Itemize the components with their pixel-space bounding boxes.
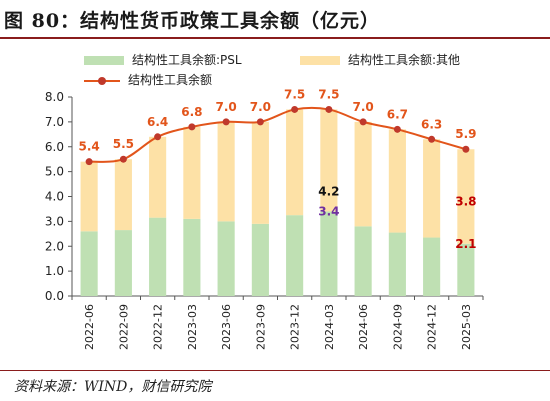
total-point	[428, 135, 436, 143]
legend-label-total: 结构性工具余额	[128, 73, 213, 87]
x-tick-label: 2024-03	[323, 304, 336, 350]
x-tick-label: 2024-09	[391, 304, 404, 350]
x-tick-label: 2023-06	[220, 304, 233, 350]
y-tick-label: 6.0	[45, 140, 64, 154]
total-data-label: 5.9	[455, 127, 476, 141]
x-tick-label: 2023-12	[289, 304, 302, 350]
bar-other	[149, 136, 167, 218]
bar-psl	[114, 230, 132, 296]
total-point	[256, 118, 264, 126]
legend-swatch-psl	[84, 56, 124, 65]
x-tick-label: 2022-06	[83, 304, 96, 350]
x-tick-label: 2023-09	[254, 304, 267, 350]
bar-psl	[320, 211, 338, 296]
total-point	[325, 105, 333, 113]
bar-psl	[423, 237, 441, 296]
x-tick-label: 2024-12	[426, 304, 439, 350]
total-point	[359, 118, 367, 126]
annotation-label: 4.2	[318, 185, 339, 199]
total-data-label: 7.5	[318, 87, 339, 101]
total-data-label: 6.3	[421, 117, 442, 131]
total-point	[154, 133, 162, 141]
bar-other	[183, 126, 201, 219]
chart-legend: 结构性工具余额:PSL 结构性工具余额:其他 结构性工具余额	[0, 50, 550, 102]
bar-psl	[286, 215, 304, 296]
total-point	[291, 105, 299, 113]
bar-other	[286, 109, 304, 216]
bar-other	[354, 121, 372, 227]
chart-title: 图 80：结构性货币政策工具余额（亿元）	[4, 10, 381, 32]
y-tick-label: 3.0	[45, 214, 64, 228]
y-tick-label: 1.0	[45, 264, 64, 278]
legend-item-other: 结构性工具余额:其他	[300, 52, 460, 68]
bar-psl	[251, 223, 269, 296]
bar-psl	[80, 231, 98, 296]
total-point	[222, 118, 230, 126]
x-tick-label: 2025-03	[460, 304, 473, 350]
legend-swatch-other	[300, 56, 340, 65]
bar-psl	[457, 243, 475, 296]
source-note: 资料来源：WIND，财信研究院	[14, 379, 212, 395]
total-point	[188, 123, 196, 131]
legend-label-other: 结构性工具余额:其他	[348, 53, 461, 67]
y-tick-label: 7.0	[45, 115, 64, 129]
legend-item-psl: 结构性工具余额:PSL	[84, 52, 242, 68]
total-point	[119, 155, 127, 163]
total-data-label: 7.0	[215, 100, 236, 114]
bar-other	[80, 161, 98, 232]
total-point	[393, 125, 401, 133]
total-data-label: 5.5	[113, 137, 134, 151]
annotation-label: 2.1	[455, 237, 476, 251]
legend-item-total: 结构性工具余额	[84, 72, 212, 88]
total-data-label: 6.8	[181, 105, 202, 119]
bar-other	[423, 139, 441, 238]
bar-psl	[149, 217, 167, 296]
chart-plot: 0.0 1.0 2.0 3.0 4.0 5.0 6.0 7.0 8.0 2022-06 2022-0…	[45, 87, 484, 350]
annotation-label: 3.4	[318, 204, 339, 218]
chart-header: 图 80：结构性货币政策工具余额（亿元）	[0, 0, 550, 40]
x-tick-label: 2022-12	[152, 304, 165, 350]
total-point	[85, 158, 93, 166]
bar-other	[251, 121, 269, 224]
x-tick-label: 2023-03	[186, 304, 199, 350]
y-tick-label: 2.0	[45, 239, 64, 253]
total-data-label: 7.0	[352, 100, 373, 114]
bar-psl	[388, 232, 406, 296]
total-data-label: 6.4	[147, 115, 168, 129]
total-data-label: 6.7	[387, 107, 408, 121]
bar-other	[320, 109, 338, 212]
bar-other	[388, 129, 406, 233]
bar-psl	[183, 218, 201, 296]
total-line	[89, 106, 467, 163]
y-tick-label: 8.0	[45, 90, 64, 104]
x-tick-label: 2022-09	[117, 304, 130, 350]
total-point	[462, 145, 470, 153]
legend-label-psl: 结构性工具余额:PSL	[132, 53, 242, 67]
y-tick-label: 0.0	[45, 289, 64, 303]
y-tick-label: 4.0	[45, 190, 64, 204]
total-data-label: 7.5	[284, 87, 305, 101]
total-data-label: 5.4	[78, 140, 99, 154]
bar-other	[457, 149, 475, 244]
y-tick-label: 5.0	[45, 165, 64, 179]
bar-other	[114, 159, 132, 231]
x-tick-label: 2024-06	[357, 304, 370, 350]
legend-swatch-total	[84, 75, 120, 87]
title-divider	[0, 37, 550, 39]
total-data-label: 7.0	[250, 100, 271, 114]
annotation-label: 3.8	[455, 194, 476, 208]
bar-psl	[217, 221, 235, 296]
bar-other	[217, 121, 235, 222]
footer-divider	[0, 370, 550, 371]
bar-psl	[354, 226, 372, 296]
